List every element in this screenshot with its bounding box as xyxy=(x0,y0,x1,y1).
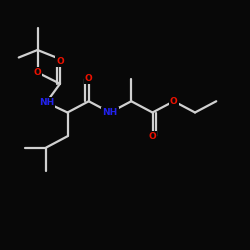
Text: O: O xyxy=(34,68,42,77)
Text: O: O xyxy=(170,97,177,106)
Text: NH: NH xyxy=(38,98,54,107)
Text: O: O xyxy=(148,132,156,141)
Text: O: O xyxy=(85,74,92,83)
Text: O: O xyxy=(56,57,64,66)
Text: NH: NH xyxy=(102,108,118,117)
